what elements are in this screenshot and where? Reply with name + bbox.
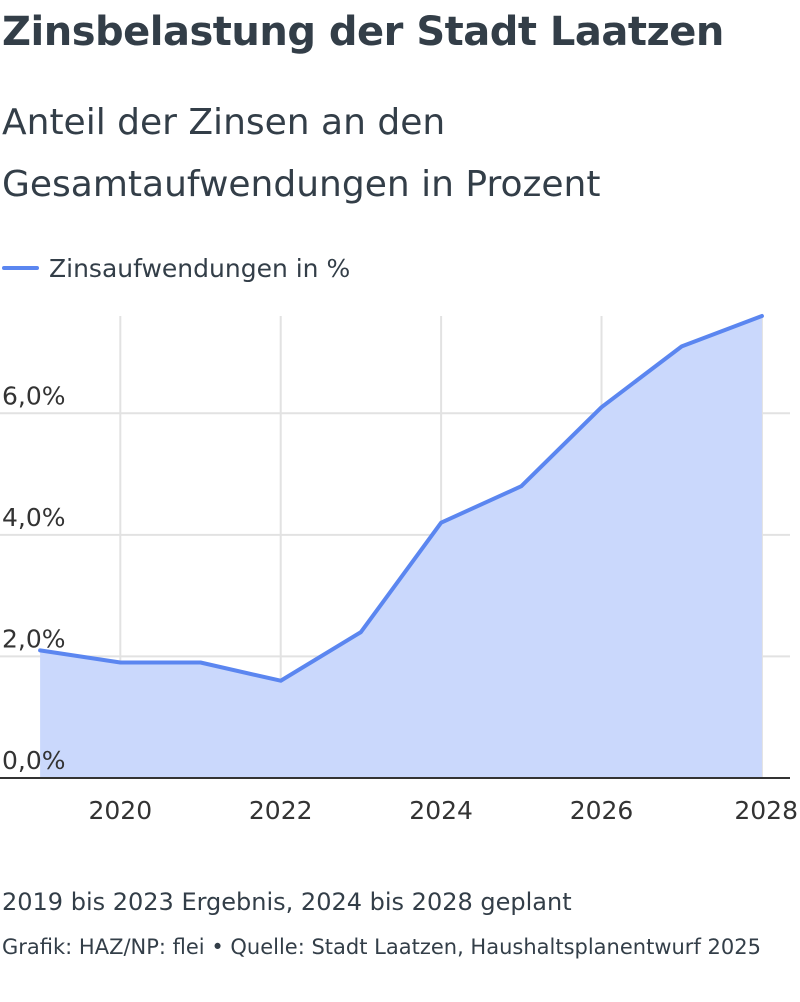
series-line bbox=[38, 314, 764, 683]
x-tick-label: 2024 bbox=[409, 796, 473, 825]
data-point bbox=[760, 314, 764, 318]
chart-title: Zinsbelastung der Stadt Laatzen bbox=[2, 9, 724, 55]
legend: Zinsaufwendungen in % bbox=[2, 250, 350, 286]
data-point bbox=[359, 630, 363, 634]
data-point bbox=[199, 661, 203, 664]
x-tick-label: 2028 bbox=[734, 796, 798, 825]
data-point bbox=[118, 661, 122, 664]
y-tick-label: 6,0% bbox=[2, 381, 66, 410]
data-point bbox=[439, 521, 443, 525]
y-tick-label: 0,0% bbox=[2, 746, 66, 775]
x-tick-label: 2020 bbox=[88, 796, 152, 825]
y-tick-label: 4,0% bbox=[2, 503, 66, 532]
legend-swatch bbox=[2, 266, 39, 270]
data-point bbox=[600, 405, 604, 409]
data-point bbox=[680, 344, 684, 348]
chart-source: Grafik: HAZ/NP: flei • Quelle: Stadt Laa… bbox=[2, 935, 761, 959]
series-area bbox=[40, 316, 762, 778]
x-tick-label: 2026 bbox=[570, 796, 634, 825]
legend-label: Zinsaufwendungen in % bbox=[49, 253, 351, 283]
x-tick-label: 2022 bbox=[249, 796, 313, 825]
data-point bbox=[279, 679, 283, 683]
y-tick-label: 2,0% bbox=[2, 624, 66, 653]
data-point bbox=[38, 648, 42, 652]
data-point bbox=[519, 484, 523, 488]
chart-note: 2019 bis 2023 Ergebnis, 2024 bis 2028 ge… bbox=[2, 888, 572, 916]
chart-subtitle: Anteil der Zinsen an den Gesamtaufwendun… bbox=[2, 102, 601, 205]
area-chart: 0,0% 2,0% 4,0% 6,0% 2020 2022 2024 2026 2028 bbox=[0, 314, 798, 825]
